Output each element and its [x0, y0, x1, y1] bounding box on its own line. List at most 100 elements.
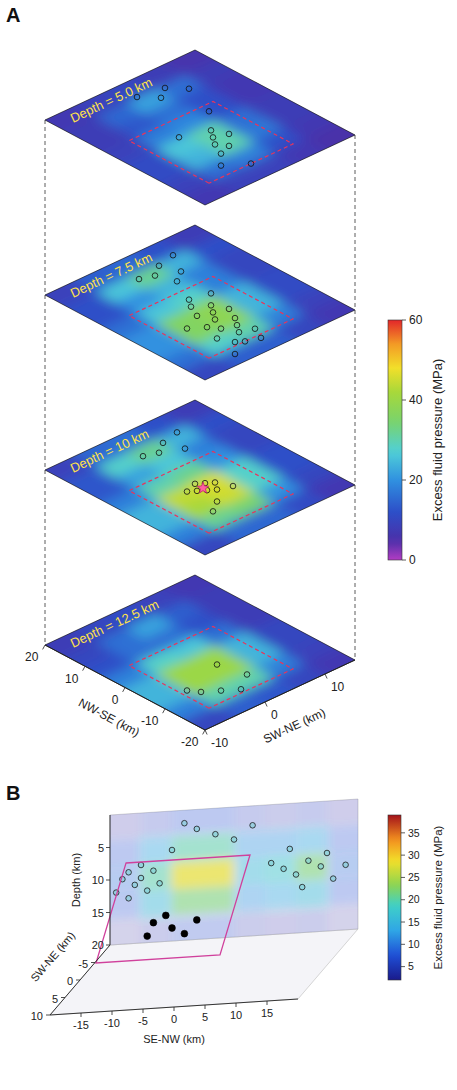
event	[230, 483, 236, 489]
cell	[327, 849, 389, 879]
event	[218, 151, 224, 157]
colorbar-tick	[401, 899, 405, 900]
event	[178, 269, 184, 275]
cell	[296, 827, 327, 855]
tick	[61, 997, 65, 998]
deep-event	[169, 925, 176, 932]
event	[174, 430, 180, 436]
axis-title: SE-NW (km)	[143, 1033, 205, 1045]
cell	[265, 855, 296, 883]
field	[0, 375, 405, 579]
cell	[172, 887, 203, 915]
event	[144, 888, 150, 894]
colorbar-tick-label: 25	[408, 871, 420, 883]
slice	[0, 550, 405, 754]
event	[212, 480, 218, 486]
figure: ADepth = 5.0 kmDepth = 7.5 kmDepth = 10 …	[0, 0, 457, 1090]
cell	[141, 915, 172, 969]
event	[126, 896, 132, 902]
cell	[265, 907, 296, 961]
colorbar-tick-label: 10	[408, 938, 420, 950]
event	[212, 317, 218, 323]
fault-box	[129, 276, 293, 358]
cell	[172, 861, 203, 889]
tick-label: 0	[112, 693, 119, 707]
cell	[296, 879, 327, 907]
box-floor	[50, 929, 358, 1015]
tick-label: 10	[65, 672, 79, 686]
cell	[265, 829, 296, 857]
event	[136, 276, 142, 282]
colorbar-tick	[402, 320, 406, 321]
event	[250, 823, 256, 829]
field-group	[79, 771, 389, 973]
event	[252, 326, 258, 332]
event	[232, 351, 238, 357]
event	[170, 252, 176, 258]
cell	[203, 911, 234, 965]
event	[176, 135, 182, 141]
event	[234, 322, 240, 328]
mainshock	[197, 482, 208, 493]
colorbar-tick	[402, 480, 406, 481]
event	[204, 324, 210, 330]
tick	[106, 912, 110, 913]
tick-label: 10	[92, 874, 104, 886]
event	[236, 329, 242, 335]
tick	[325, 674, 327, 679]
tick	[236, 1003, 237, 1007]
event	[208, 291, 214, 297]
colorbar-tick-label: 15	[408, 916, 420, 928]
event	[324, 850, 330, 856]
colorbar-tick-label: 35	[408, 827, 420, 839]
colorbar	[388, 320, 402, 560]
connector	[355, 135, 356, 660]
cell	[234, 857, 265, 885]
tick	[163, 709, 165, 713]
tick	[143, 1009, 144, 1013]
cell	[203, 859, 234, 887]
event	[318, 864, 324, 870]
tick-label: 0	[67, 975, 73, 987]
cell	[234, 779, 265, 833]
event	[162, 85, 168, 91]
event	[138, 862, 144, 868]
tick	[123, 688, 125, 692]
axis-title: SW-NE (km)	[28, 929, 77, 984]
tick-label: -10	[141, 714, 159, 728]
event	[306, 858, 312, 864]
tick-label: 0	[171, 1013, 177, 1025]
event	[184, 688, 190, 694]
colorbar-title: Excess fluid pressure (MPa)	[430, 359, 445, 522]
tick-label: 0	[271, 708, 278, 722]
colorbar	[388, 815, 401, 980]
tick	[43, 645, 45, 649]
cell	[327, 901, 389, 957]
tick-label: 20	[25, 650, 39, 664]
cell	[141, 785, 172, 839]
tick	[205, 730, 207, 735]
colorbar-tick-label: 20	[409, 473, 423, 487]
tick	[106, 880, 110, 881]
deep-event	[144, 933, 151, 940]
event	[232, 339, 238, 345]
event	[194, 826, 200, 832]
tick-label: 5	[202, 1011, 208, 1023]
event	[210, 310, 216, 316]
depth-label: Depth = 12.5 km	[68, 597, 161, 651]
colorbar-tick	[401, 832, 405, 833]
event	[231, 837, 237, 843]
colorbar-tick-label: 30	[408, 849, 420, 861]
deep-event	[181, 930, 188, 937]
event	[188, 304, 194, 310]
tick	[76, 980, 80, 981]
event	[157, 881, 163, 887]
tick	[203, 730, 205, 734]
depth-label: Depth = 10 km	[68, 426, 151, 476]
event	[156, 450, 162, 456]
cell	[296, 905, 327, 959]
tick-label: 5	[98, 842, 104, 854]
event	[299, 884, 305, 890]
cell	[234, 883, 265, 911]
event	[138, 875, 144, 881]
